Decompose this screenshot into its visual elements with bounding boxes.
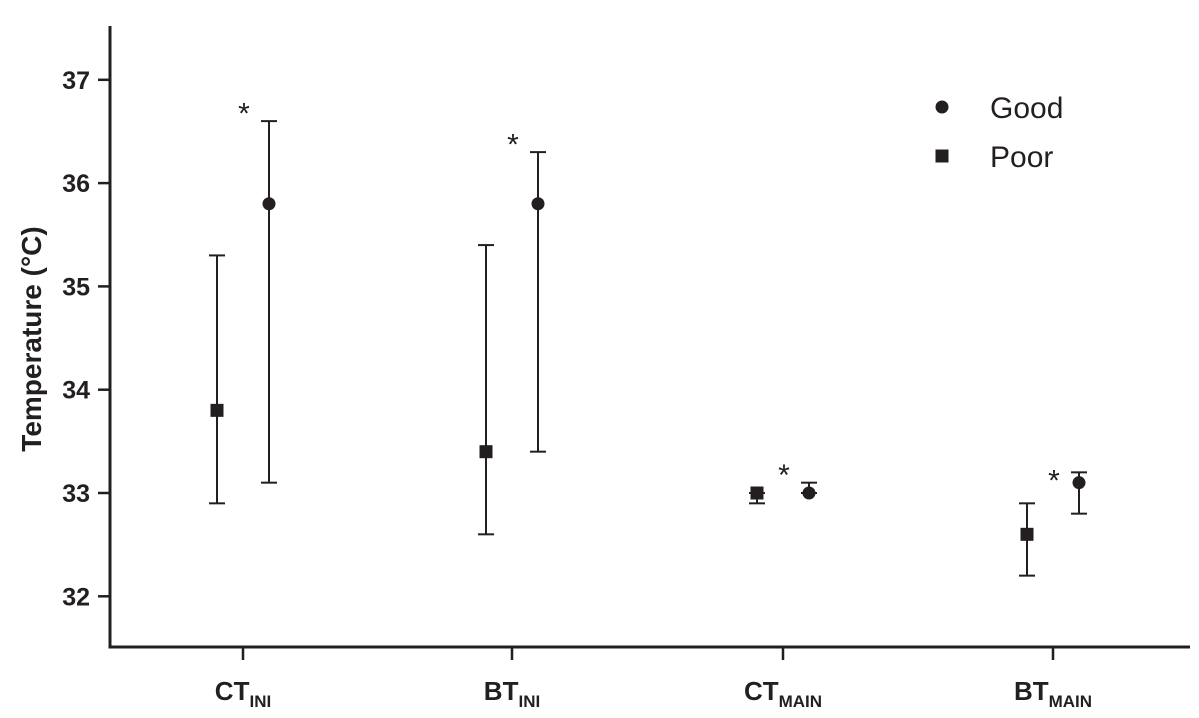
data-point-square (479, 445, 493, 459)
series-poor (209, 244, 1035, 577)
data-point-circle (531, 197, 545, 211)
data-point-circle (1072, 476, 1086, 490)
y-axis: 32 33 34 35 36 37 (62, 26, 112, 648)
x-tick-label-main: CT (215, 676, 250, 706)
significance-asterisk: * (507, 129, 519, 162)
x-tick-label-main: CT (744, 676, 779, 706)
x-tick-label-sub: MAIN (779, 692, 822, 711)
y-tick-label: 32 (62, 583, 90, 611)
data-point-circle (802, 486, 816, 500)
legend-label: Good (990, 92, 1063, 125)
legend-label: Poor (990, 141, 1053, 174)
y-axis-title: Temperature (°C) (16, 226, 47, 451)
y-tick-label: 33 (62, 480, 90, 508)
data-point-square (750, 486, 764, 500)
x-tick-label-main: BT (1014, 676, 1049, 706)
significance-annotations: * * * * (238, 98, 1060, 498)
y-tick-label: 34 (62, 377, 90, 405)
x-tick-label-sub: INI (518, 692, 540, 711)
legend-item-poor: Poor (935, 141, 1053, 174)
x-tick-label-sub: MAIN (1049, 692, 1092, 711)
legend-marker-square (935, 149, 949, 163)
y-tick-label: 37 (62, 67, 90, 95)
x-tick-label-sub: INI (249, 692, 271, 711)
legend-marker-circle (935, 100, 949, 114)
y-tick-label: 35 (62, 273, 90, 301)
x-tick-label-main: BT (484, 676, 519, 706)
significance-asterisk: * (238, 98, 250, 131)
x-tick-label: CTINI (215, 676, 271, 711)
x-tick-label: BTINI (484, 676, 540, 711)
data-point-square (210, 403, 224, 417)
significance-asterisk: * (1048, 464, 1060, 497)
legend-item-good: Good (935, 92, 1063, 125)
x-axis: CTINI BTINI CTMAIN BTMAIN (108, 645, 1190, 711)
x-ticks: CTINI BTINI CTMAIN BTMAIN (215, 647, 1092, 711)
legend: Good Poor (935, 92, 1063, 174)
data-point-square (1020, 527, 1034, 541)
significance-asterisk: * (778, 459, 790, 492)
plot-area (209, 120, 1087, 577)
series-good (261, 120, 1087, 515)
y-tick-label: 36 (62, 170, 90, 198)
data-point-circle (262, 197, 276, 211)
x-tick-label: CTMAIN (744, 676, 822, 711)
x-tick-label: BTMAIN (1014, 676, 1092, 711)
y-ticks: 32 33 34 35 36 37 (62, 67, 110, 611)
